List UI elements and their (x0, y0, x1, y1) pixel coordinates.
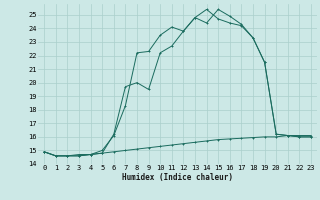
X-axis label: Humidex (Indice chaleur): Humidex (Indice chaleur) (122, 173, 233, 182)
